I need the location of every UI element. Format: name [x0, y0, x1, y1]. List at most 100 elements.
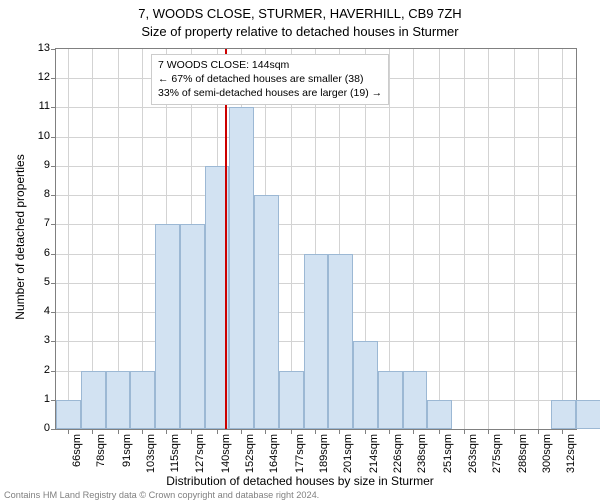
ytick-mark [51, 224, 56, 225]
xtick-label: 288sqm [517, 434, 529, 476]
histogram-bar [56, 400, 81, 429]
ytick-label: 7 [10, 217, 50, 229]
xtick-label: 152sqm [244, 434, 256, 476]
gridline-v [538, 49, 539, 429]
gridline-h [56, 195, 576, 196]
ytick-mark [51, 137, 56, 138]
footer-block: Contains HM Land Registry data © Crown c… [4, 490, 319, 500]
legend-line2: ← 67% of detached houses are smaller (38… [158, 72, 382, 86]
ytick-label: 13 [10, 42, 50, 54]
x-axis-label: Distribution of detached houses by size … [0, 474, 600, 488]
ytick-label: 5 [10, 276, 50, 288]
xtick-mark [488, 429, 489, 434]
xtick-mark [166, 429, 167, 434]
ytick-label: 12 [10, 71, 50, 83]
gridline-v [439, 49, 440, 429]
ytick-label: 0 [10, 422, 50, 434]
ytick-label: 6 [10, 247, 50, 259]
xtick-label: 238sqm [416, 434, 428, 476]
ytick-mark [51, 341, 56, 342]
xtick-mark [562, 429, 563, 434]
histogram-bar [180, 224, 205, 429]
xtick-label: 214sqm [368, 434, 380, 476]
histogram-bar [106, 371, 131, 429]
gridline-v [514, 49, 515, 429]
xtick-label: 312sqm [565, 434, 577, 476]
ytick-label: 3 [10, 334, 50, 346]
legend-box: 7 WOODS CLOSE: 144sqm ← 67% of detached … [151, 54, 389, 105]
xtick-mark [291, 429, 292, 434]
gridline-v [68, 49, 69, 429]
xtick-label: 177sqm [294, 434, 306, 476]
ytick-mark [51, 312, 56, 313]
chart-title-line1: 7, WOODS CLOSE, STURMER, HAVERHILL, CB9 … [0, 6, 600, 21]
histogram-bar [254, 195, 279, 429]
ytick-mark [51, 166, 56, 167]
xtick-label: 127sqm [194, 434, 206, 476]
footer-line1: Contains HM Land Registry data © Crown c… [4, 490, 319, 500]
ytick-mark [51, 429, 56, 430]
histogram-bar [427, 400, 452, 429]
ytick-label: 10 [10, 130, 50, 142]
legend-line3: 33% of semi-detached houses are larger (… [158, 86, 382, 100]
xtick-label: 78sqm [95, 434, 107, 476]
xtick-label: 91sqm [121, 434, 133, 476]
xtick-label: 300sqm [541, 434, 553, 476]
gridline-h [56, 224, 576, 225]
xtick-label: 189sqm [318, 434, 330, 476]
chart-title-line2: Size of property relative to detached ho… [0, 24, 600, 39]
xtick-mark [92, 429, 93, 434]
xtick-label: 275sqm [491, 434, 503, 476]
ytick-mark [51, 254, 56, 255]
ytick-label: 11 [10, 100, 50, 112]
histogram-bar [81, 371, 106, 429]
xtick-mark [265, 429, 266, 434]
ytick-mark [51, 283, 56, 284]
xtick-mark [538, 429, 539, 434]
xtick-mark [241, 429, 242, 434]
xtick-mark [118, 429, 119, 434]
legend-line1: 7 WOODS CLOSE: 144sqm [158, 58, 382, 72]
xtick-label: 140sqm [220, 434, 232, 476]
ytick-mark [51, 195, 56, 196]
xtick-mark [191, 429, 192, 434]
ytick-mark [51, 78, 56, 79]
xtick-mark [389, 429, 390, 434]
xtick-label: 226sqm [392, 434, 404, 476]
xtick-label: 103sqm [145, 434, 157, 476]
histogram-bar [229, 107, 254, 429]
histogram-bar [328, 254, 353, 429]
ytick-mark [51, 49, 56, 50]
histogram-bar [279, 371, 304, 429]
xtick-label: 115sqm [169, 434, 181, 476]
chart-container: 7, WOODS CLOSE, STURMER, HAVERHILL, CB9 … [0, 0, 600, 500]
histogram-bar [353, 341, 378, 429]
histogram-bar [403, 371, 428, 429]
gridline-h [56, 137, 576, 138]
xtick-mark [68, 429, 69, 434]
gridline-v [562, 49, 563, 429]
xtick-mark [365, 429, 366, 434]
histogram-bar [130, 371, 155, 429]
xtick-mark [217, 429, 218, 434]
histogram-bar [576, 400, 600, 429]
histogram-bar [304, 254, 329, 429]
xtick-mark [142, 429, 143, 434]
gridline-h [56, 166, 576, 167]
ytick-label: 2 [10, 364, 50, 376]
ytick-mark [51, 107, 56, 108]
gridline-v [488, 49, 489, 429]
ytick-mark [51, 371, 56, 372]
xtick-label: 263sqm [467, 434, 479, 476]
xtick-mark [464, 429, 465, 434]
plot-area: 7 WOODS CLOSE: 144sqm ← 67% of detached … [55, 48, 577, 430]
ytick-label: 4 [10, 305, 50, 317]
xtick-mark [413, 429, 414, 434]
gridline-h [56, 107, 576, 108]
xtick-label: 201sqm [342, 434, 354, 476]
xtick-label: 164sqm [268, 434, 280, 476]
histogram-bar [551, 400, 576, 429]
histogram-bar [378, 371, 403, 429]
xtick-label: 66sqm [71, 434, 83, 476]
histogram-bar [155, 224, 180, 429]
